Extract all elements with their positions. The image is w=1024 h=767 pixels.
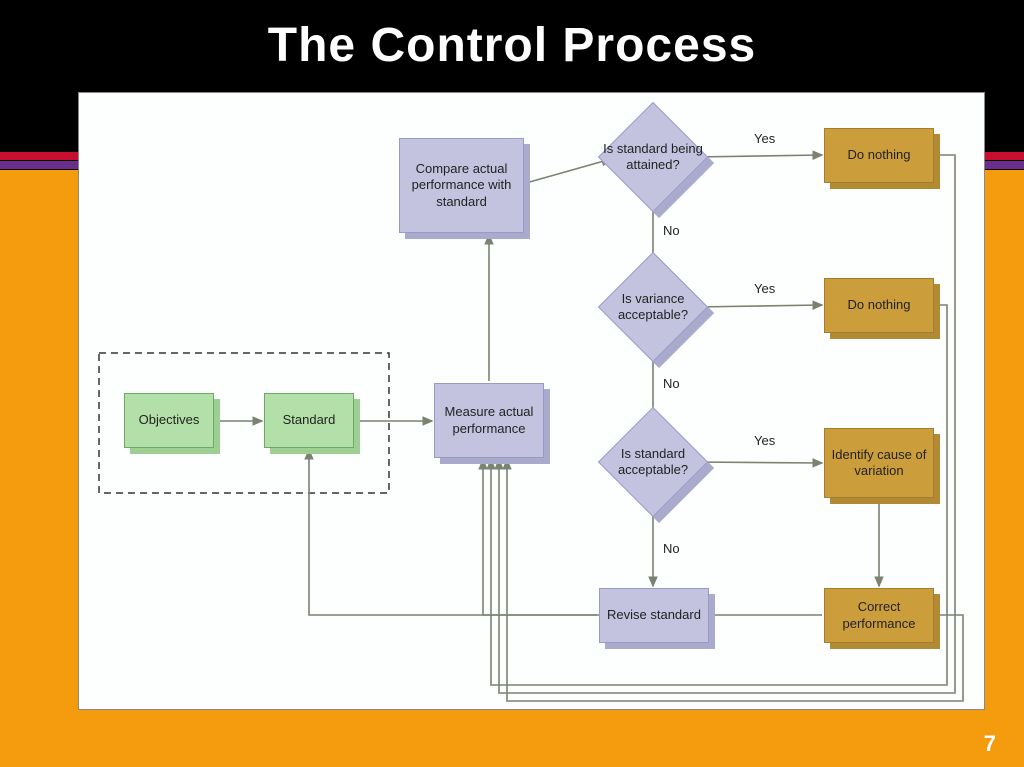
node-label: Is standard being attained?: [598, 118, 707, 196]
node-measure: Measure actual performance: [434, 383, 544, 458]
edge-label: Yes: [754, 131, 775, 146]
node-correct: Correct performance: [824, 588, 934, 643]
edge-label: No: [663, 376, 680, 391]
page-number: 7: [984, 731, 996, 757]
node-d3: Is standard acceptable?: [614, 423, 692, 501]
node-d1: Is standard being attained?: [614, 118, 692, 196]
slide-title: The Control Process: [0, 0, 1024, 83]
node-identify: Identify cause of variation: [824, 428, 934, 498]
node-do1: Do nothing: [824, 128, 934, 183]
node-objectives: Objectives: [124, 393, 214, 448]
node-d2: Is variance acceptable?: [614, 268, 692, 346]
node-do2: Do nothing: [824, 278, 934, 333]
flowchart-canvas: Objectives Standard Measure actual perform…: [78, 92, 985, 710]
node-label: Is variance acceptable?: [598, 268, 707, 346]
edge-label: Yes: [754, 281, 775, 296]
edge-label: Yes: [754, 433, 775, 448]
node-revise: Revise standard: [599, 588, 709, 643]
node-label: Is standard acceptable?: [598, 423, 707, 501]
node-standard: Standard: [264, 393, 354, 448]
edge-label: No: [663, 541, 680, 556]
node-compare: Compare actual performance with standard: [399, 138, 524, 233]
edge-label: No: [663, 223, 680, 238]
